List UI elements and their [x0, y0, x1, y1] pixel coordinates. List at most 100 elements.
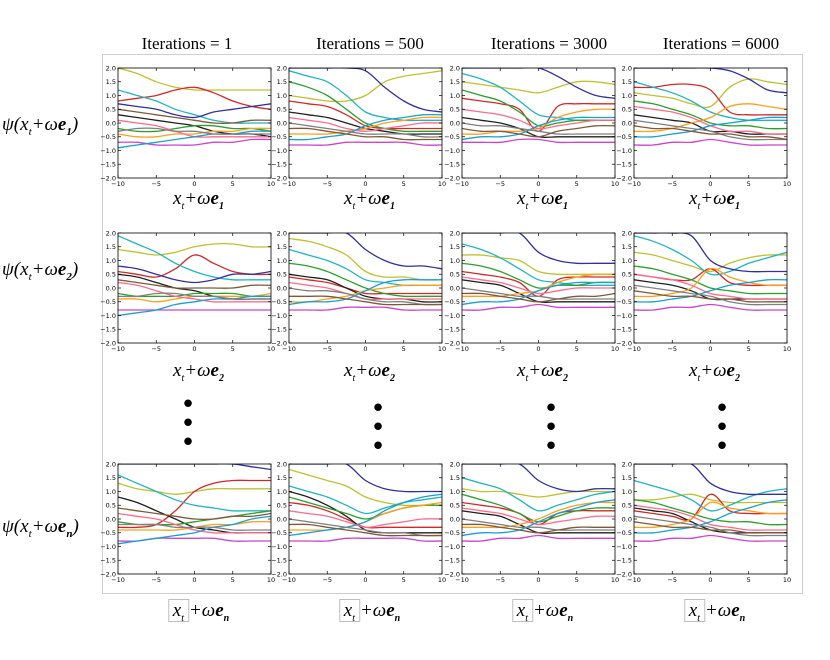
y-tick-label: −1.0 [616, 312, 632, 320]
y-tick-label: 2.0 [277, 64, 287, 72]
x-label-esub: 1 [562, 200, 568, 212]
x-label-sub: t [697, 612, 700, 624]
x-tick-label: 5 [231, 180, 235, 188]
x-tick-label: 5 [747, 180, 751, 188]
row-label-psi: ψ( [2, 516, 21, 537]
y-tick-label: 0.0 [622, 284, 632, 292]
series-line-6 [634, 100, 787, 130]
series-line-1 [634, 78, 787, 109]
y-tick-label: −0.5 [271, 133, 287, 141]
x-label-x: x [173, 360, 182, 381]
row-label-psi: ψ( [2, 114, 21, 135]
x-tick-label: 10 [438, 180, 446, 188]
y-tick-label: −1.0 [444, 147, 460, 155]
y-tick-label: 1.5 [277, 243, 287, 251]
y-tick-label: −1.5 [444, 326, 460, 334]
series-line-4 [634, 464, 787, 496]
series-line-9 [634, 504, 787, 531]
x-label-r3-c1: xt +ωen [167, 599, 229, 624]
x-label-e: e [731, 600, 740, 621]
x-tick-label: 0 [536, 345, 540, 353]
x-tick-label: 0 [536, 180, 540, 188]
x-tick-label: −10 [111, 345, 125, 353]
x-tick-label: 5 [747, 345, 751, 353]
series-line-3 [634, 235, 787, 276]
x-tick-label: −5 [495, 345, 505, 353]
y-tick-label: 2.0 [106, 229, 116, 237]
row-label-plus: +ω [31, 259, 58, 280]
series-line-11 [462, 122, 615, 135]
series-line-2 [634, 493, 787, 521]
x-label-plus: +ω [528, 188, 555, 209]
y-tick-label: −1.0 [444, 312, 460, 320]
series-group [118, 235, 271, 317]
column-title-4: Iterations = 6000 [662, 34, 780, 53]
y-tick-label: −1.5 [271, 161, 287, 169]
x-tick-label: 5 [402, 180, 406, 188]
x-tick-label: −5 [667, 180, 677, 188]
x-label-e: e [381, 188, 390, 209]
ellipsis-dot: • [714, 394, 730, 424]
y-tick-label: 1.0 [277, 257, 287, 265]
series-line-12 [289, 127, 442, 141]
x-tick-label: 10 [267, 345, 275, 353]
y-tick-label: 0.5 [622, 106, 632, 114]
x-tick-label: 10 [611, 180, 619, 188]
x-tick-label: 0 [192, 180, 196, 188]
y-tick-label: −2.0 [271, 570, 287, 578]
y-tick-label: −1.5 [100, 161, 116, 169]
x-tick-label: 10 [783, 345, 791, 353]
y-tick-label: 0.5 [277, 271, 287, 279]
x-label-plus: +ω [188, 600, 216, 621]
plot-area [462, 68, 615, 178]
x-label-sub: t [352, 612, 355, 624]
y-tick-label: −1.0 [616, 147, 632, 155]
y-tick-label: −1.5 [271, 326, 287, 334]
series-line-4 [118, 464, 271, 471]
y-tick-label: 2.0 [622, 64, 632, 72]
series-line-10 [462, 499, 615, 537]
ellipsis-dot: • [180, 409, 196, 439]
y-tick-label: 2.0 [106, 460, 116, 468]
y-tick-label: −0.5 [100, 529, 116, 537]
x-tick-label: 0 [708, 345, 712, 353]
x-label-x: x [344, 188, 353, 209]
x-label-x: x [173, 188, 182, 209]
x-tick-label: −10 [111, 180, 125, 188]
series-line-9 [462, 507, 615, 526]
x-tick-label: 5 [575, 345, 579, 353]
y-tick-label: −0.5 [100, 298, 116, 306]
x-tick-label: −10 [455, 576, 469, 584]
series-line-4 [634, 233, 787, 273]
x-label-e: e [559, 600, 568, 621]
y-tick-label: 1.5 [277, 78, 287, 86]
x-label-e: e [381, 360, 390, 381]
series-line-4 [462, 68, 615, 99]
y-tick-label: 1.5 [622, 474, 632, 482]
x-tick-label: 10 [611, 345, 619, 353]
y-tick-label: 0.0 [622, 119, 632, 127]
series-line-1 [462, 488, 615, 498]
y-tick-label: −2.0 [100, 174, 116, 182]
x-label-var: xt [167, 599, 189, 624]
y-tick-label: −2.0 [100, 570, 116, 578]
y-tick-label: 0.0 [277, 119, 287, 127]
panel-r2-c1: 2.0 1.5 1.0 0.5 0.0 −0.5 −1.0 −1.5 −2.0−10 −5 0 5 10 [100, 229, 275, 353]
x-label-e: e [554, 188, 563, 209]
y-tick-label: 2.0 [450, 64, 460, 72]
x-label-var: xt [344, 360, 355, 384]
y-tick-label: 2.0 [450, 229, 460, 237]
x-label-sub: t [525, 612, 528, 624]
series-line-3 [118, 89, 271, 124]
x-tick-label: 5 [402, 576, 406, 584]
y-tick-label: 1.0 [622, 257, 632, 265]
x-label-e: e [386, 600, 395, 621]
x-label-var: xt [689, 360, 700, 384]
x-tick-label: 10 [783, 576, 791, 584]
x-label-esub: 2 [734, 372, 740, 384]
series-group [462, 464, 615, 542]
panel-r1-c1: 2.0 1.5 1.0 0.5 0.0 −0.5 −1.0 −1.5 −2.0−10 −5 0 5 10 [100, 64, 275, 188]
x-tick-label: −5 [151, 345, 161, 353]
series-line-8 [462, 501, 615, 529]
